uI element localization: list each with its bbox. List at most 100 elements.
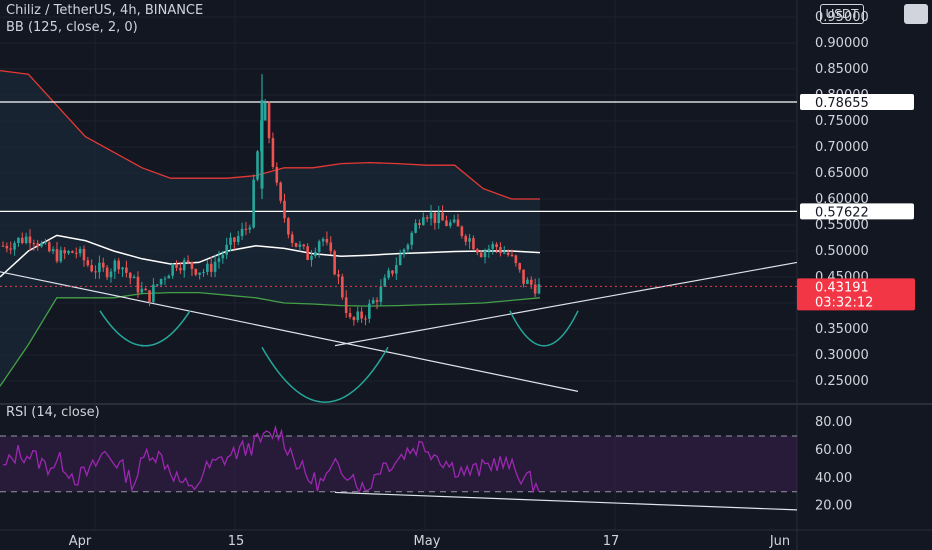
candle-body [140, 288, 144, 293]
candle-body [98, 262, 101, 273]
rsi-tick-label: 20.00 [815, 499, 852, 514]
settings-icon[interactable] [904, 4, 928, 24]
rsi-indicator-label: RSI (14, close) [6, 405, 100, 420]
head-arc [261, 346, 389, 403]
candle-body [94, 271, 97, 273]
level-badge [800, 93, 914, 110]
candle-body [368, 303, 371, 319]
candle-body [20, 237, 24, 244]
candle-body [225, 244, 228, 255]
candle-body [422, 217, 425, 226]
left-shoulder-arc [99, 310, 191, 347]
bb-basis-line [0, 234, 541, 278]
candle-body [179, 267, 182, 271]
price-tick-label: 0.75000 [815, 114, 869, 129]
candle-body [306, 246, 309, 260]
currency-badge[interactable]: USDT [820, 4, 864, 24]
candle-body [9, 248, 13, 250]
price-tick-label: 0.35000 [815, 322, 869, 337]
candle-body [229, 237, 232, 245]
candle-body [379, 286, 383, 302]
price-tick-label: 0.95000 [815, 10, 869, 25]
symbol-title: Chiliz / TetherUS, 4h, BINANCE [6, 3, 204, 18]
candle-body [476, 249, 479, 253]
rsi-line [2, 424, 540, 495]
price-badge [797, 278, 915, 311]
level-badge-label: 0.57622 [815, 205, 869, 220]
right-shoulder-arc [509, 310, 579, 347]
candle-body [155, 284, 159, 286]
price-tick-label: 0.55000 [815, 218, 869, 233]
candle-body [267, 102, 271, 139]
candle-body [40, 243, 43, 247]
candle-body [248, 227, 252, 230]
candle-body [375, 300, 379, 302]
candle-body [59, 250, 63, 262]
candle-body [175, 263, 178, 268]
candle-body [514, 255, 518, 264]
candle-body [526, 279, 529, 284]
candle-body [414, 223, 417, 233]
candle-body [464, 236, 468, 242]
candle-body [468, 238, 471, 242]
price-tick-label: 0.65000 [815, 166, 869, 181]
candle-body [13, 243, 16, 250]
candle-body [271, 138, 275, 167]
candle-body [502, 252, 506, 254]
candle-body [67, 251, 70, 254]
candle-body [71, 251, 74, 253]
candle-body [82, 248, 86, 261]
candle-body [101, 262, 105, 268]
candle-body [113, 260, 117, 272]
rsi-band-fill [0, 435, 797, 492]
candle-body [483, 250, 487, 258]
candle-body [398, 253, 402, 266]
rsi-tick-label: 40.00 [815, 471, 852, 486]
price-tick-label: 0.60000 [815, 192, 869, 207]
candle-body [28, 236, 32, 244]
candle-body [275, 166, 279, 183]
candle-body [86, 260, 90, 266]
price-tick-label: 0.85000 [815, 62, 869, 77]
price-tick-label: 0.70000 [815, 140, 869, 155]
candle-body [152, 284, 155, 302]
ascending-trendline [334, 261, 798, 347]
level-badge [800, 203, 914, 220]
candle-body [36, 243, 40, 247]
candle-body [495, 244, 498, 248]
candle-body [406, 244, 410, 250]
candle-body [456, 219, 460, 227]
price-tick-label: 0.90000 [815, 36, 869, 51]
candle-body [279, 182, 282, 201]
price-badge-countdown: 03:32:12 [815, 295, 873, 310]
candle-body [529, 279, 533, 285]
candle-body [491, 244, 495, 249]
candle-body [391, 270, 394, 274]
price-tick-label: 0.25000 [815, 374, 869, 389]
candle-body [55, 249, 59, 262]
candle-body [321, 238, 325, 242]
candle-body [360, 311, 363, 319]
candle-body [402, 249, 406, 254]
candle-body [364, 318, 367, 320]
candle-body [240, 228, 244, 237]
candle-body [441, 212, 444, 221]
candle-body [290, 234, 294, 243]
candle-body [1, 245, 5, 247]
time-tick-label: 15 [228, 534, 245, 549]
candle-body [51, 249, 55, 252]
candle-body [78, 248, 82, 254]
price-tick-label: 0.50000 [815, 244, 869, 259]
candle-body [63, 250, 66, 254]
candle-body [310, 255, 313, 260]
candle-body [287, 218, 290, 235]
candle-body [298, 244, 302, 247]
candle-body [433, 212, 437, 224]
candle-body [425, 217, 429, 219]
candle-body [487, 248, 491, 251]
candle-body [74, 252, 78, 254]
candle-body [263, 102, 267, 121]
time-tick-label: Jun [769, 534, 790, 549]
candle-body [317, 241, 321, 252]
